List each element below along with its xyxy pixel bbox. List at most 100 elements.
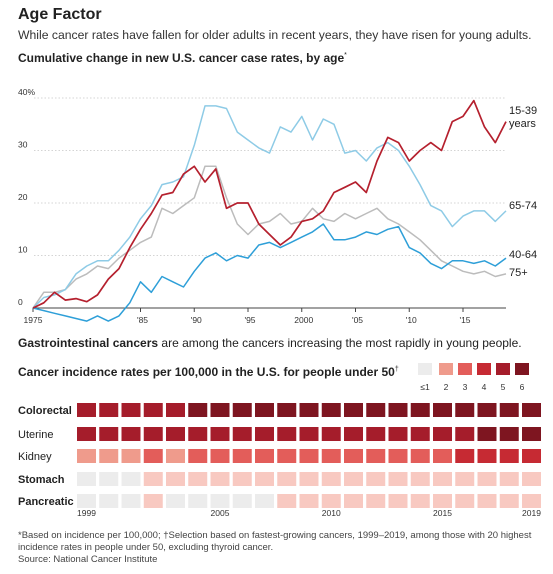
heatmap-cell [477, 494, 497, 508]
legend-label: 4 [482, 382, 487, 392]
page-subtitle: While cancer rates have fallen for older… [18, 28, 532, 42]
heatmap-x-tick-label: 2005 [211, 508, 230, 518]
page-title: Age Factor [18, 6, 102, 23]
heatmap-cell [522, 427, 541, 441]
legend-label: 5 [501, 382, 506, 392]
series-line-65-74 [32, 105, 507, 309]
x-tick-label: '15 [459, 315, 470, 325]
heatmap-cell [522, 403, 541, 417]
line-chart: 0 10 20 30 40% 1975 '85 '90 '95 2000 '05 '10 '15 15-3… [18, 87, 537, 325]
legend-label: 6 [520, 382, 525, 392]
heatmap-row-label: Pancreatic [18, 496, 74, 508]
heatmap-cell [99, 472, 119, 486]
heatmap-cell [255, 494, 274, 508]
source-note: Source: National Cancer Institute [18, 554, 158, 565]
series-label: 40-64 [509, 249, 537, 261]
heatmap-cell [299, 494, 319, 508]
heatmap-title-footnote-mark: † [394, 366, 399, 373]
heatmap-cell [210, 403, 230, 417]
heatmap-row-label: Kidney [18, 451, 52, 463]
heatmap-cell [143, 494, 163, 508]
heatmap-cell [255, 449, 274, 463]
y-tick-label: 0 [18, 297, 23, 307]
heatmap-cell [433, 403, 452, 417]
heatmap-cell [388, 427, 408, 441]
series-label: 65-74 [509, 200, 537, 212]
heatmap-cell [455, 494, 475, 508]
line-chart-title: Cumulative change in new U.S. cancer cas… [18, 51, 347, 65]
heatmap-cell [77, 427, 96, 441]
x-tick-label: '85 [137, 315, 148, 325]
heatmap-cell [188, 427, 208, 441]
heatmap-cell [277, 427, 297, 441]
heatmap-cell [321, 494, 341, 508]
series-line-40-64 [32, 223, 507, 322]
heatmap-cell [255, 403, 274, 417]
heatmap-cell [166, 472, 185, 486]
heatmap-cell [188, 449, 208, 463]
legend-label: 3 [463, 382, 468, 392]
legend-swatch [439, 363, 453, 375]
heatmap-cell [232, 494, 252, 508]
footnote-line-2: incidence rates in people under 50, excl… [18, 542, 274, 553]
heatmap-cell [77, 494, 96, 508]
heatmap-cell [299, 427, 319, 441]
series-label: 15-39 [509, 105, 537, 117]
heatmap-cell [321, 403, 341, 417]
heatmap-cell [121, 472, 141, 486]
heatmap-cell [477, 427, 497, 441]
heatmap-cell [410, 403, 430, 417]
heatmap-cell [99, 427, 119, 441]
heatmap-cell [410, 449, 430, 463]
heatmap-cell [166, 427, 185, 441]
heatmap-cell [99, 494, 119, 508]
heatmap-cell [143, 403, 163, 417]
x-tick-label: '95 [244, 315, 255, 325]
heatmap-cell [344, 403, 363, 417]
heatmap-cell [499, 427, 519, 441]
heatmap-cell [210, 449, 230, 463]
heatmap-cell [143, 427, 163, 441]
heatmap-cell [299, 472, 319, 486]
heatmap-cell [277, 494, 297, 508]
x-tick-label: '10 [406, 315, 417, 325]
heatmap-cell [299, 449, 319, 463]
heatmap-cell [344, 494, 363, 508]
heatmap-cell [366, 494, 386, 508]
y-tick-label: 10 [18, 245, 28, 255]
series-label: 75+ [509, 267, 528, 279]
heatmap-cell [188, 403, 208, 417]
heatmap-cell [499, 403, 519, 417]
heatmap-cell [210, 472, 230, 486]
heatmap-cell [232, 449, 252, 463]
heatmap-cell [321, 472, 341, 486]
heatmap-cell [366, 449, 386, 463]
series-line-15-39-years [32, 99, 507, 309]
heatmap-cell [166, 494, 185, 508]
heatmap-cell [99, 449, 119, 463]
heatmap-cell [499, 472, 519, 486]
legend-swatch [418, 363, 432, 375]
heatmap-x-tick-label: 2010 [322, 508, 341, 518]
heatmap-cell [522, 449, 541, 463]
heatmap-cell [344, 449, 363, 463]
x-tick-label: 2000 [294, 315, 313, 325]
heatmap-x-tick-label: 1999 [77, 508, 96, 518]
y-tick-label: 30 [18, 140, 28, 150]
heatmap-cell [277, 472, 297, 486]
heatmap-cell [166, 449, 185, 463]
heatmap-cell [388, 449, 408, 463]
heatmap-cell [477, 403, 497, 417]
heatmap-cell [232, 427, 252, 441]
heatmap-cell [143, 449, 163, 463]
heatmap-cell [455, 449, 475, 463]
series-label: years [509, 118, 536, 130]
legend-swatch [458, 363, 472, 375]
gi-note: Gastrointestinal cancers are among the c… [18, 336, 522, 350]
heatmap-cell [388, 403, 408, 417]
heatmap-cell [121, 494, 141, 508]
heatmap-cell [143, 472, 163, 486]
heatmap-cell [188, 472, 208, 486]
heatmap-cell [388, 472, 408, 486]
heatmap-cell [433, 427, 452, 441]
